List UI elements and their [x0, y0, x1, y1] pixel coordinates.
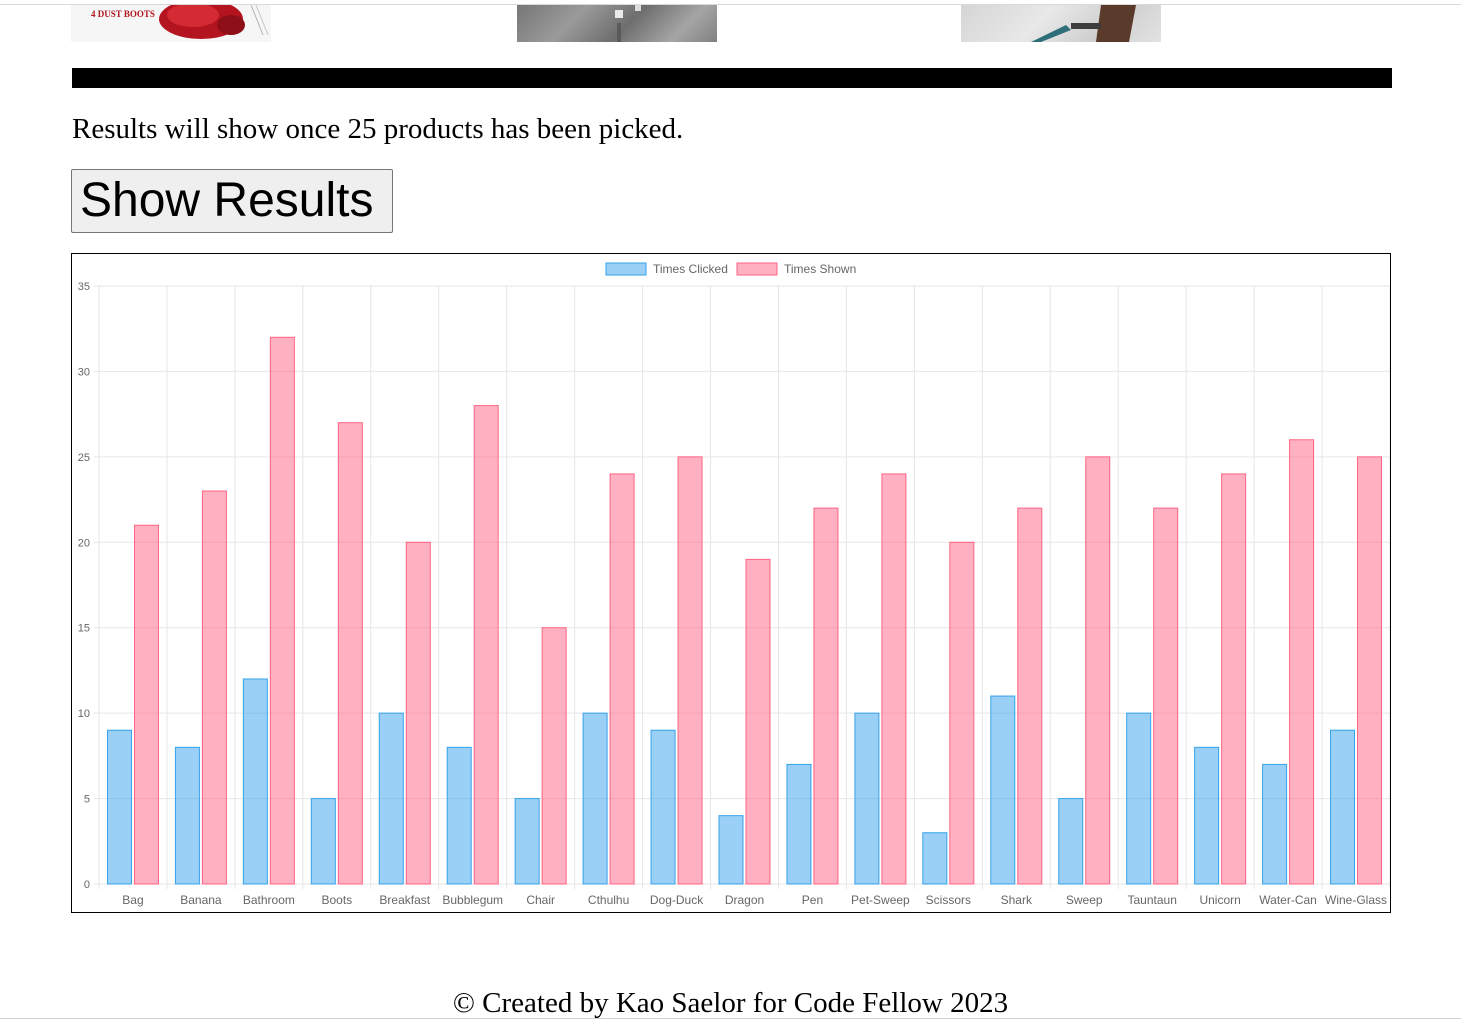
- bar-times-shown: [337, 422, 363, 885]
- x-tick-label: Bubblegum: [442, 893, 503, 907]
- x-tick-label: Dragon: [725, 893, 764, 907]
- results-note: Results will show once 25 products has b…: [72, 113, 684, 145]
- bar-times-shown: [473, 405, 499, 885]
- legend-swatch: [736, 262, 778, 276]
- bar-times-clicked: [106, 729, 132, 885]
- bar-times-clicked: [310, 798, 336, 885]
- bar-times-clicked: [922, 832, 948, 885]
- bar-times-shown: [745, 558, 771, 885]
- x-tick-label: Pen: [802, 893, 823, 907]
- bar-times-shown: [133, 524, 159, 885]
- results-divider-bar: [72, 68, 1392, 88]
- bar-times-shown: [813, 507, 839, 885]
- bar-times-shown: [677, 456, 703, 885]
- y-tick-label: 35: [78, 281, 90, 293]
- bar-times-shown: [1221, 473, 1247, 885]
- x-tick-label: Cthulhu: [588, 893, 629, 907]
- x-tick-label: Shark: [1001, 893, 1033, 907]
- y-tick-label: 15: [78, 623, 90, 635]
- x-tick-label: Dog-Duck: [650, 893, 704, 907]
- bar-times-clicked: [718, 815, 744, 885]
- y-tick-label: 20: [78, 537, 90, 549]
- bar-times-shown: [541, 627, 567, 885]
- x-tick-label: Boots: [321, 893, 352, 907]
- x-tick-label: Banana: [180, 893, 222, 907]
- bar-times-clicked: [446, 746, 472, 885]
- x-tick-label: Pet-Sweep: [851, 893, 910, 907]
- product-image-1[interactable]: 4 DUST BOOTS: [71, 5, 271, 42]
- bar-times-clicked: [854, 712, 880, 885]
- x-tick-label: Unicorn: [1199, 893, 1240, 907]
- show-results-button[interactable]: Show Results: [71, 169, 393, 233]
- bottom-divider-line: [0, 1018, 1461, 1019]
- bar-times-clicked: [1330, 729, 1356, 885]
- x-tick-label: Bathroom: [243, 893, 295, 907]
- y-tick-label: 0: [84, 879, 90, 891]
- bar-times-clicked: [174, 746, 200, 885]
- bar-times-clicked: [990, 695, 1016, 885]
- product-image-2[interactable]: [517, 5, 717, 42]
- bar-times-shown: [609, 473, 635, 885]
- x-tick-label: Sweep: [1066, 893, 1103, 907]
- x-tick-label: Scissors: [926, 893, 971, 907]
- fabric-sweep-image: [1031, 5, 1136, 42]
- bar-times-clicked: [1126, 712, 1152, 885]
- x-tick-label: Tauntaun: [1127, 893, 1176, 907]
- bar-times-clicked: [242, 678, 268, 885]
- y-tick-label: 10: [78, 708, 90, 720]
- bar-times-shown: [1153, 507, 1179, 885]
- top-divider-line: [0, 4, 1461, 5]
- bar-times-shown: [405, 541, 431, 885]
- bar-times-shown: [1085, 456, 1111, 885]
- dust-boots-mop-image: 4 DUST BOOTS: [71, 5, 271, 42]
- bar-times-clicked: [650, 729, 676, 885]
- bar-times-clicked: [1262, 763, 1288, 885]
- bar-times-shown: [1289, 439, 1315, 885]
- bar-times-shown: [1357, 456, 1383, 885]
- legend-swatch: [605, 262, 647, 276]
- bar-times-clicked: [582, 712, 608, 885]
- product-image-3[interactable]: [961, 5, 1161, 42]
- footer-copyright: © Created by Kao Saelor for Code Fellow …: [452, 987, 1009, 1019]
- x-tick-label: Breakfast: [379, 893, 430, 907]
- bar-times-clicked: [1194, 746, 1220, 885]
- bar-times-clicked: [378, 712, 404, 885]
- results-chart: 0 5 10 15 20 25 30 35 Bag Banana Bathroom Boots Brea…: [71, 253, 1391, 913]
- bar-times-shown: [201, 490, 227, 885]
- bar-times-shown: [949, 541, 975, 885]
- bar-times-clicked: [1058, 798, 1084, 885]
- product-1-caption: 4 DUST BOOTS: [91, 9, 155, 19]
- x-tick-label: Wine-Glass: [1325, 893, 1387, 907]
- x-tick-label: Bag: [122, 893, 143, 907]
- bar-times-clicked: [786, 763, 812, 885]
- bar-times-shown: [269, 336, 295, 885]
- y-tick-label: 25: [78, 452, 90, 464]
- bar-times-clicked: [514, 798, 540, 885]
- bar-times-shown: [881, 473, 907, 885]
- x-tick-label: Chair: [526, 893, 555, 907]
- bar-times-shown: [1017, 507, 1043, 885]
- legend-label: Times Clicked: [653, 262, 728, 276]
- x-tick-label: Water-Can: [1259, 893, 1317, 907]
- results-chart-svg: 0 5 10 15 20 25 30 35 Bag Banana Bathroom Boots Brea…: [78, 262, 1390, 907]
- y-tick-label: 30: [78, 366, 90, 378]
- y-tick-label: 5: [84, 794, 90, 806]
- street-pet-sweep-image: [615, 5, 641, 42]
- legend-label: Times Shown: [784, 262, 856, 276]
